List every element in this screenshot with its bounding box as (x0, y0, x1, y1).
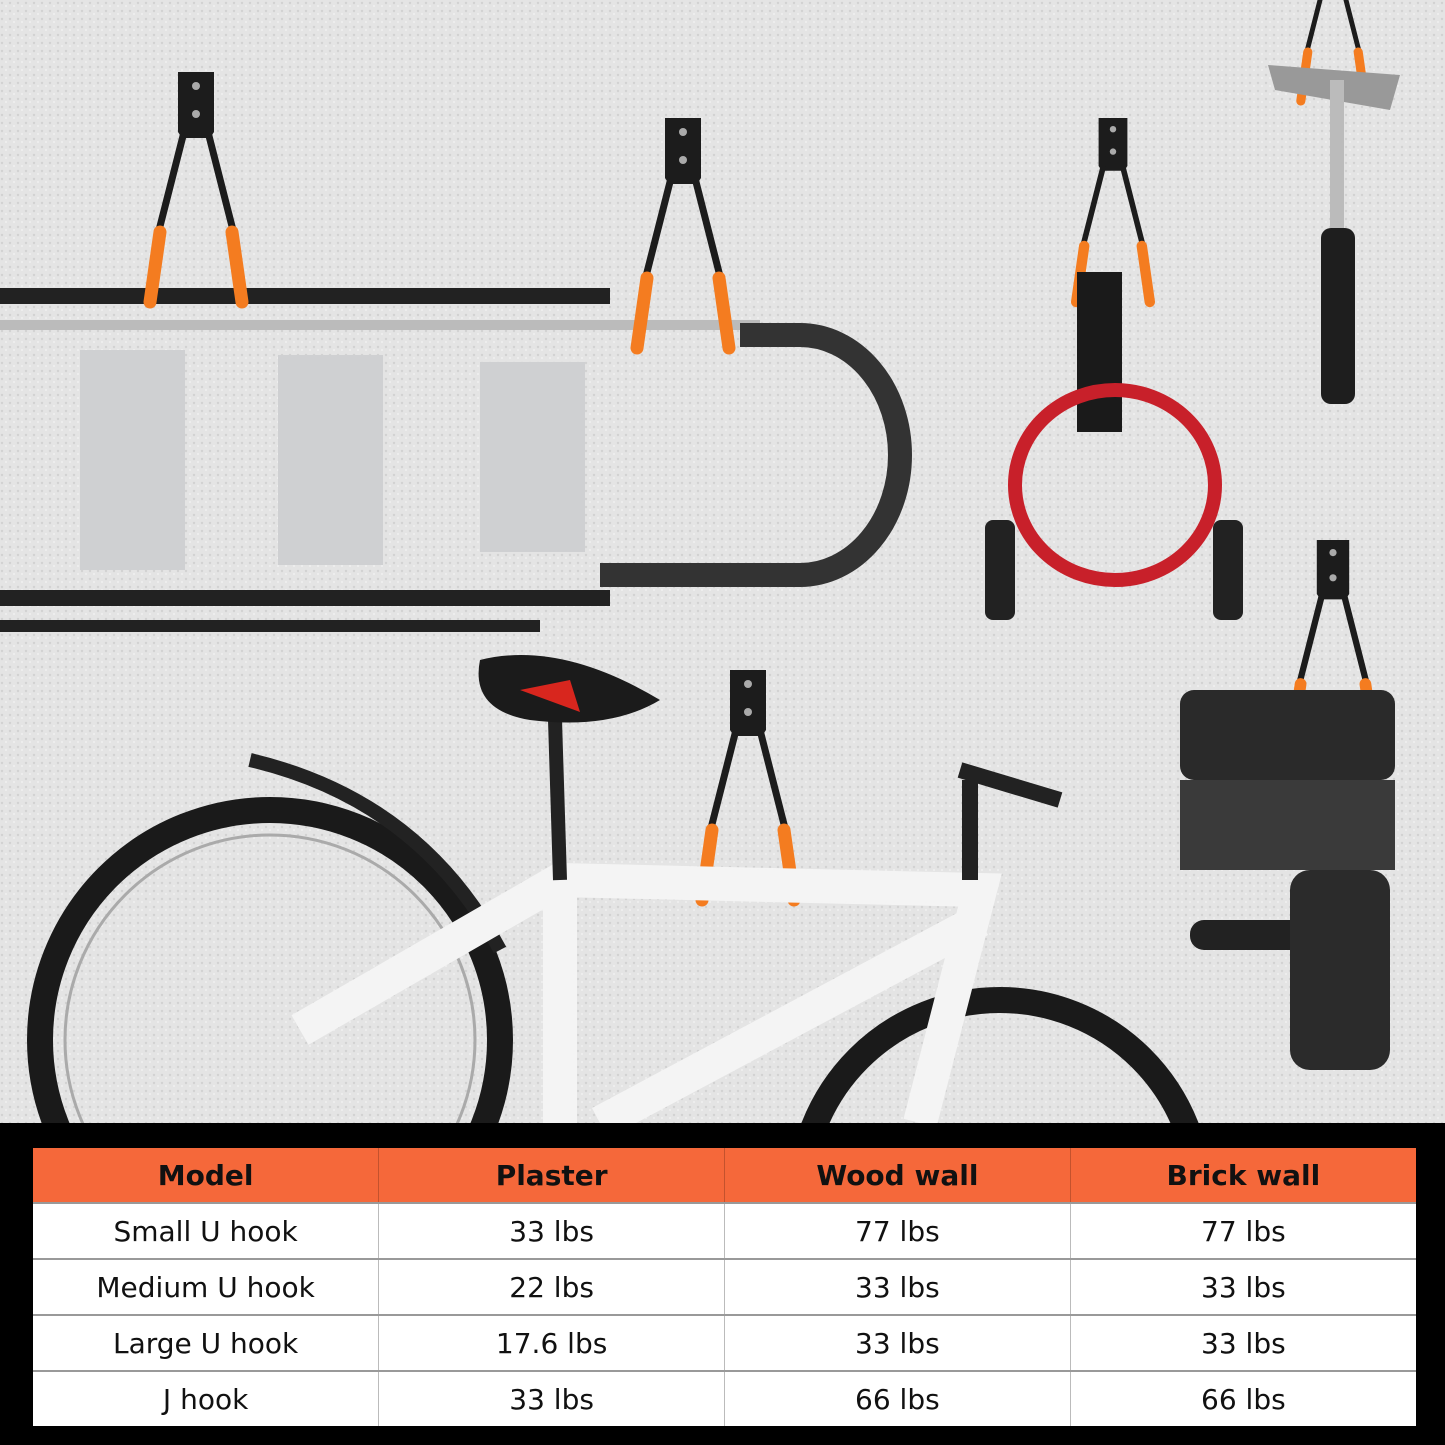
load-capacity-table: Model Plaster Wood wall Brick wall Small… (33, 1148, 1416, 1426)
table-row: J hook 33 lbs 66 lbs 66 lbs (33, 1370, 1416, 1426)
cell-wood: 77 lbs (724, 1202, 1071, 1259)
table-header-row: Model Plaster Wood wall Brick wall (33, 1148, 1416, 1203)
cell-model: Medium U hook (33, 1258, 380, 1315)
cell-plaster: 17.6 lbs (378, 1314, 725, 1371)
cell-plaster: 33 lbs (378, 1370, 725, 1426)
product-photo-wall-hooks (0, 0, 1445, 1123)
header-wood-wall: Wood wall (724, 1148, 1071, 1203)
cell-plaster: 33 lbs (378, 1202, 725, 1259)
table-row: Large U hook 17.6 lbs 33 lbs 33 lbs (33, 1314, 1416, 1371)
cell-wood: 66 lbs (724, 1370, 1071, 1426)
header-plaster: Plaster (378, 1148, 725, 1203)
hammer-drill (1180, 690, 1395, 1070)
cell-plaster: 22 lbs (378, 1258, 725, 1315)
ladder (0, 288, 912, 632)
cell-model: J hook (33, 1370, 380, 1426)
cell-model: Small U hook (33, 1202, 380, 1259)
header-model: Model (33, 1148, 380, 1203)
cell-brick: 66 lbs (1070, 1370, 1416, 1426)
cell-brick: 33 lbs (1070, 1314, 1416, 1371)
bicycle (27, 655, 1199, 1123)
table-row: Medium U hook 22 lbs 33 lbs 33 lbs (33, 1258, 1416, 1315)
cell-brick: 77 lbs (1070, 1202, 1416, 1259)
table-row: Small U hook 33 lbs 77 lbs 77 lbs (33, 1202, 1416, 1259)
cell-brick: 33 lbs (1070, 1258, 1416, 1315)
cell-model: Large U hook (33, 1314, 380, 1371)
cell-wood: 33 lbs (724, 1258, 1071, 1315)
header-brick-wall: Brick wall (1070, 1148, 1416, 1203)
extension-cable (985, 272, 1243, 620)
hammer (1268, 65, 1400, 404)
cell-wood: 33 lbs (724, 1314, 1071, 1371)
